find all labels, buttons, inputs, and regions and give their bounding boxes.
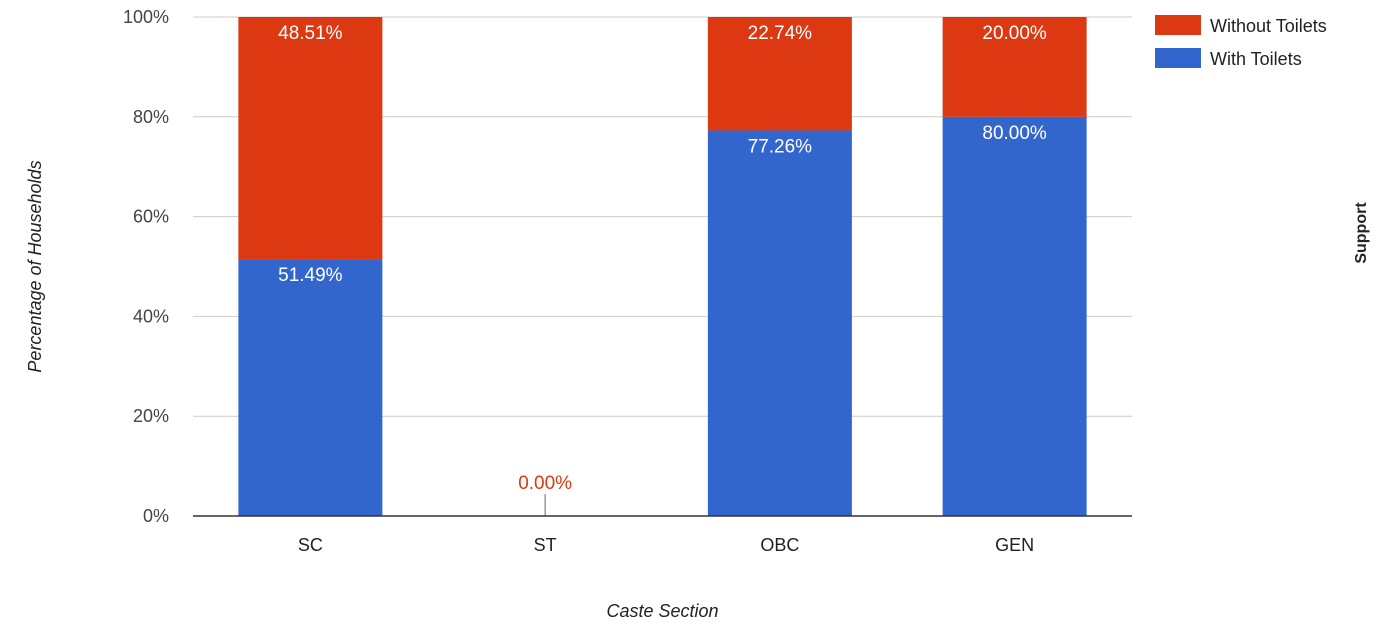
- bar-obc-without-toilets: [707, 17, 852, 131]
- legend-swatch: [1155, 15, 1201, 35]
- legend: Without Toilets With Toilets: [1155, 15, 1327, 69]
- x-axis-title: Caste Section: [606, 601, 718, 621]
- data-label: 80.00%: [982, 123, 1047, 144]
- x-category-label: OBC: [760, 535, 799, 555]
- y-tick-label: 100%: [123, 7, 169, 27]
- bar-gen-without-toilets: [942, 17, 1087, 117]
- x-category-label: GEN: [995, 535, 1034, 555]
- data-label: 77.26%: [748, 136, 813, 157]
- data-label-zero: 0.00%: [518, 473, 572, 494]
- bar-sc-with-toilets: [238, 259, 383, 516]
- right-axis-title: Support: [1353, 202, 1370, 264]
- data-label: 20.00%: [982, 23, 1047, 44]
- x-category-label: SC: [298, 535, 323, 555]
- y-tick-label: 40%: [133, 306, 169, 326]
- bar-obc-with-toilets: [707, 130, 852, 516]
- legend-swatch: [1155, 48, 1201, 68]
- y-tick-label: 0%: [143, 506, 169, 526]
- data-label: 51.49%: [278, 265, 343, 286]
- data-label: 22.74%: [748, 23, 813, 44]
- y-axis-title: Percentage of Households: [25, 160, 45, 372]
- bars: [238, 17, 1087, 517]
- bar-gen-with-toilets: [942, 116, 1087, 517]
- legend-label: Without Toilets: [1210, 16, 1327, 36]
- x-category-label: ST: [534, 535, 557, 555]
- legend-label: With Toilets: [1210, 49, 1302, 69]
- y-tick-label: 60%: [133, 207, 169, 227]
- y-tick-label: 20%: [133, 406, 169, 426]
- bar-sc-without-toilets: [238, 17, 383, 260]
- y-tick-label: 80%: [133, 107, 169, 127]
- data-label: 48.51%: [278, 23, 343, 44]
- y-axis-ticks: 0% 20% 40% 60% 80% 100%: [123, 7, 169, 526]
- data-labels: 51.49% 48.51% 0.00% 77.26% 22.74% 80.00% 20.00…: [278, 23, 1047, 516]
- x-axis-categories: SC ST OBC GEN: [298, 535, 1034, 555]
